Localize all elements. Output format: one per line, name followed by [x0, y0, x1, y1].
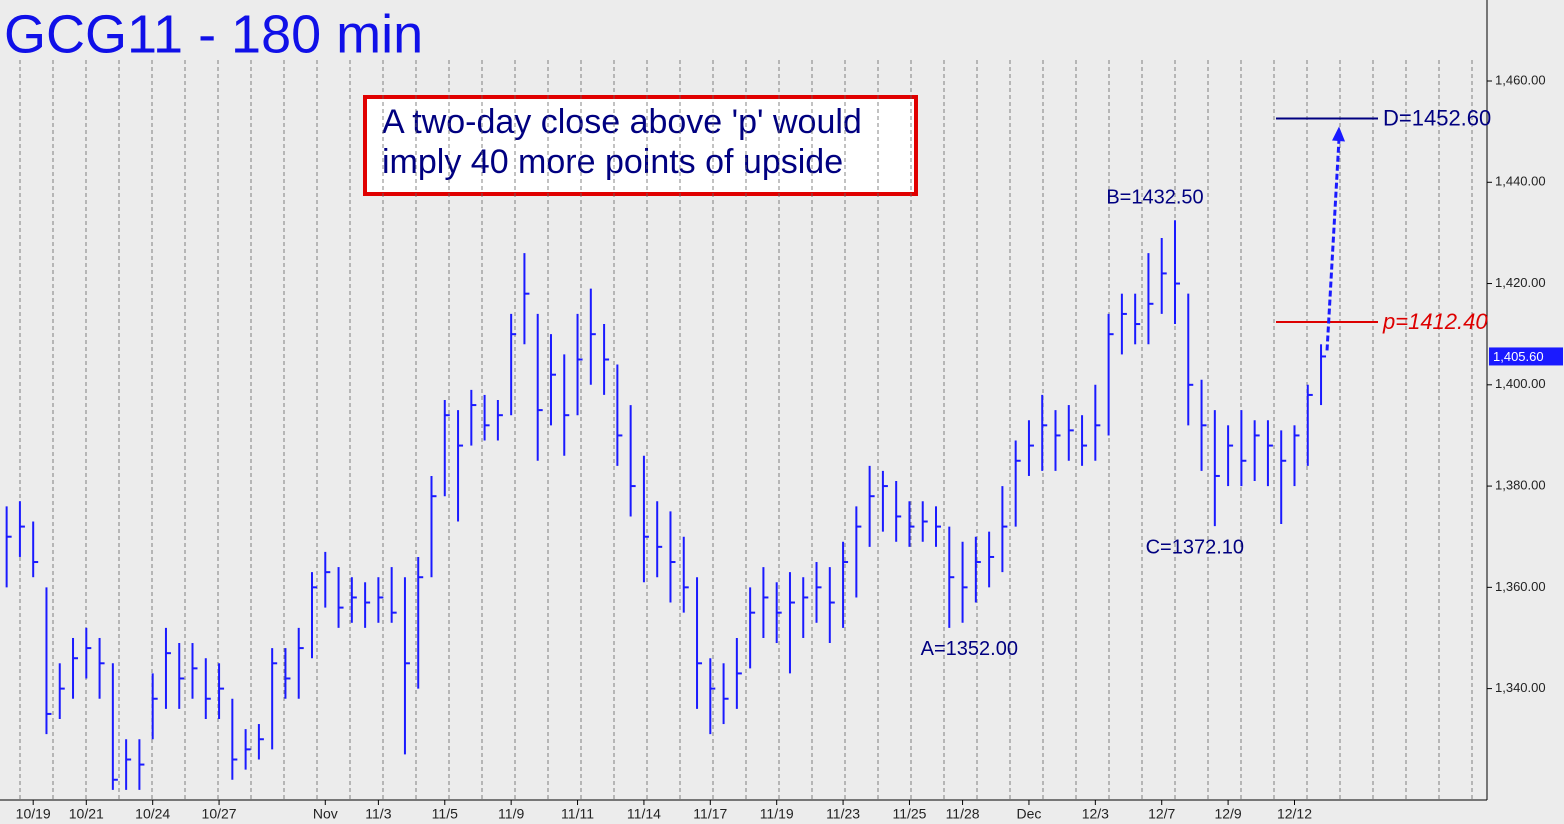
- x-tick-label: 11/25: [892, 806, 926, 822]
- x-tick-label: 11/19: [760, 806, 794, 822]
- y-tick-label: 1,460.00: [1495, 72, 1546, 87]
- x-tick-label: 11/28: [946, 806, 980, 822]
- x-tick-label: 10/27: [202, 806, 237, 822]
- point-label: A=1352.00: [921, 638, 1018, 660]
- x-tick-label: 11/11: [561, 806, 594, 822]
- y-tick-label: 1,380.00: [1495, 478, 1546, 493]
- y-tick-label: 1,440.00: [1495, 174, 1546, 189]
- x-tick-label: 11/5: [432, 806, 458, 822]
- y-tick-label: 1,360.00: [1495, 579, 1546, 594]
- x-tick-label: 10/21: [69, 806, 104, 822]
- y-tick-label: 1,420.00: [1495, 275, 1546, 290]
- x-tick-label: 11/14: [627, 806, 661, 822]
- target-arrow: [1325, 138, 1341, 351]
- note-box: [363, 95, 918, 196]
- level-label: p=1412.40: [1382, 309, 1488, 334]
- x-tick-label: 11/9: [498, 806, 524, 822]
- last-price-label: 1,405.60: [1493, 349, 1544, 364]
- x-tick-label: 10/19: [16, 806, 51, 822]
- point-label: B=1432.50: [1106, 187, 1203, 209]
- x-tick-label: 12/9: [1214, 806, 1241, 822]
- x-tick-label: 11/17: [693, 806, 727, 822]
- arrow-head: [1332, 126, 1346, 142]
- y-tick-label: 1,340.00: [1495, 680, 1546, 695]
- note-line: A two-day close above 'p' would: [382, 103, 862, 141]
- x-tick-label: 10/24: [135, 806, 170, 822]
- x-tick-label: 11/3: [365, 806, 391, 822]
- last-price-box: [1489, 347, 1563, 366]
- x-tick-label: 11/23: [826, 806, 860, 822]
- x-tick-label: 12/3: [1082, 806, 1109, 822]
- note-line: imply 40 more points of upside: [382, 143, 843, 181]
- chart-title: GCG11 - 180 min: [4, 4, 423, 64]
- y-tick-label: 1,400.00: [1495, 376, 1546, 391]
- x-tick-label: 12/7: [1148, 806, 1175, 822]
- point-label: C=1372.10: [1146, 536, 1244, 558]
- x-tick-label: Nov: [313, 806, 338, 822]
- x-tick-label: 12/12: [1277, 806, 1312, 822]
- x-tick-label: Dec: [1016, 806, 1041, 822]
- level-label: D=1452.60: [1383, 105, 1491, 130]
